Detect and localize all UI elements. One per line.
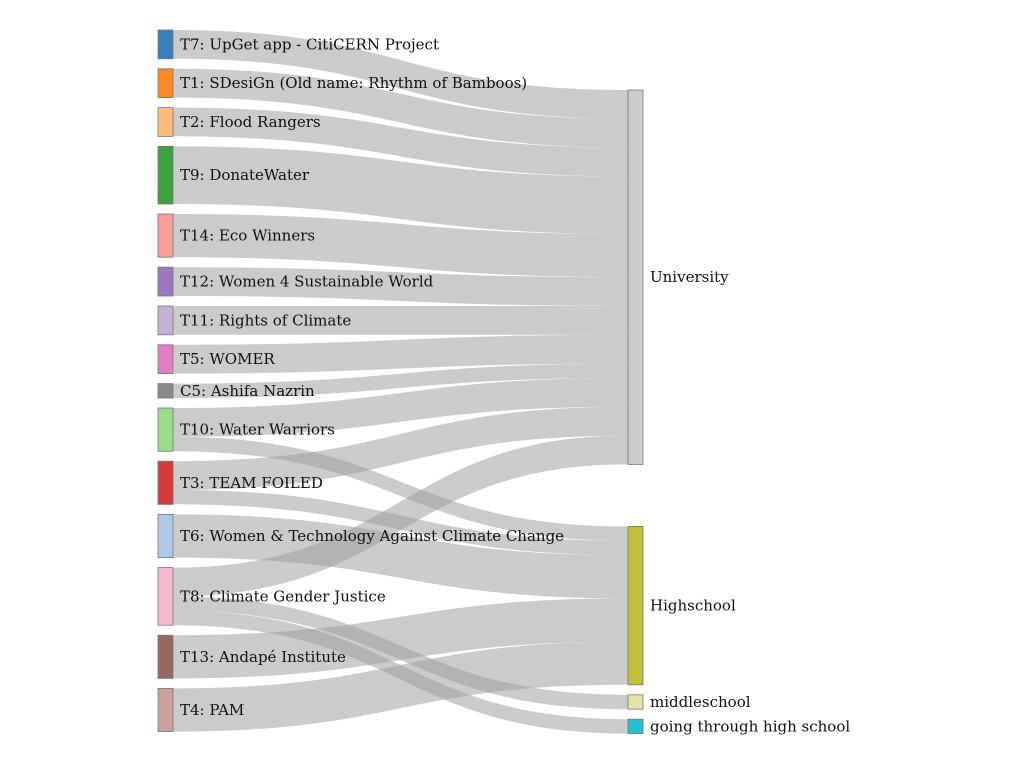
node-t5-womer: [157, 344, 174, 374]
node-t7-upget-app-citicern-project: [157, 29, 174, 60]
node-university: [627, 89, 644, 465]
node-c5-ashifa-nazrin: [157, 383, 174, 399]
link-t6-women-technology-against-climate-change-to-highschool: [173, 514, 628, 599]
label-t3-team-foiled: T3: TEAM FOILED: [180, 474, 323, 492]
label-t12-women-4-sustainable-world: T12: Women 4 Sustainable World: [180, 273, 434, 291]
label-t8-climate-gender-justice: T8: Climate Gender Justice: [180, 587, 386, 605]
label-university: University: [650, 268, 729, 286]
node-highschool: [627, 526, 644, 686]
link-t8-climate-gender-justice-to-university: [173, 435, 628, 597]
node-going-through-high-school: [627, 718, 644, 735]
link-t14-eco-winners-to-university: [173, 214, 628, 278]
sankey-nodes: [157, 29, 644, 735]
link-t7-upget-app-citicern-project-to-university: [173, 30, 628, 119]
node-t1-sdesign-old-name-rhythm-of-bamboos: [157, 68, 174, 99]
label-t7-upget-app-citicern-project: T7: UpGet app - CitiCERN Project: [180, 35, 439, 53]
label-t14-eco-winners: T14: Eco Winners: [180, 227, 315, 245]
label-t2-flood-rangers: T2: Flood Rangers: [180, 113, 321, 131]
label-t10-water-warriors: T10: Water Warriors: [180, 421, 335, 439]
label-t11-rights-of-climate: T11: Rights of Climate: [180, 311, 351, 329]
label-t4-pam: T4: PAM: [180, 701, 244, 719]
node-t2-flood-rangers: [157, 107, 174, 137]
link-t5-womer-to-university: [173, 334, 628, 374]
link-t10-water-warriors-to-highschool: [173, 436, 628, 541]
label-c5-ashifa-nazrin: C5: Ashifa Nazrin: [180, 382, 315, 400]
label-t9-donatewater: T9: DonateWater: [180, 166, 310, 184]
node-t11-rights-of-climate: [157, 305, 174, 336]
node-t13-andap-institute: [157, 634, 174, 679]
node-t8-climate-gender-justice: [157, 567, 174, 626]
node-t10-water-warriors: [157, 407, 174, 452]
link-t10-water-warriors-to-university: [173, 378, 628, 437]
link-t2-flood-rangers-to-university: [173, 107, 628, 177]
node-t4-pam: [157, 688, 174, 733]
label-highschool: Highschool: [650, 597, 736, 615]
node-t14-eco-winners: [157, 213, 174, 258]
sankey-labels: T7: UpGet app - CitiCERN Project T1: SDes…: [180, 35, 850, 735]
label-going-through-high-school: going through high school: [650, 717, 850, 735]
link-c5-ashifa-nazrin-to-university: [173, 363, 628, 398]
node-t9-donatewater: [157, 145, 174, 205]
link-t13-andap-institute-to-highschool: [173, 598, 628, 679]
node-t6-women-technology-against-climate-change: [157, 514, 174, 559]
link-t9-donatewater-to-university: [173, 146, 628, 234]
link-t4-pam-to-highschool: [173, 641, 628, 732]
link-t3-team-foiled-to-university: [173, 406, 628, 490]
label-t1-sdesign-old-name-rhythm-of-bamboos: T1: SDesiGn (Old name: Rhythm of Bamboos…: [180, 74, 527, 92]
sankey-links: [173, 30, 628, 734]
link-t11-rights-of-climate-to-university: [173, 306, 628, 335]
label-middleschool: middleschool: [650, 693, 751, 711]
label-t13-andap-institute: T13: Andapé Institute: [180, 648, 346, 666]
node-t12-women-4-sustainable-world: [157, 266, 174, 297]
node-t3-team-foiled: [157, 460, 174, 505]
label-t6-women-technology-against-climate-change: T6: Women & Technology Against Climate C…: [180, 527, 564, 545]
node-middleschool: [627, 694, 644, 710]
link-t12-women-4-sustainable-world-to-university: [173, 267, 628, 306]
link-t1-sdesign-old-name-rhythm-of-bamboos-to-university: [173, 68, 628, 148]
label-t5-womer: T5: WOMER: [180, 350, 275, 368]
